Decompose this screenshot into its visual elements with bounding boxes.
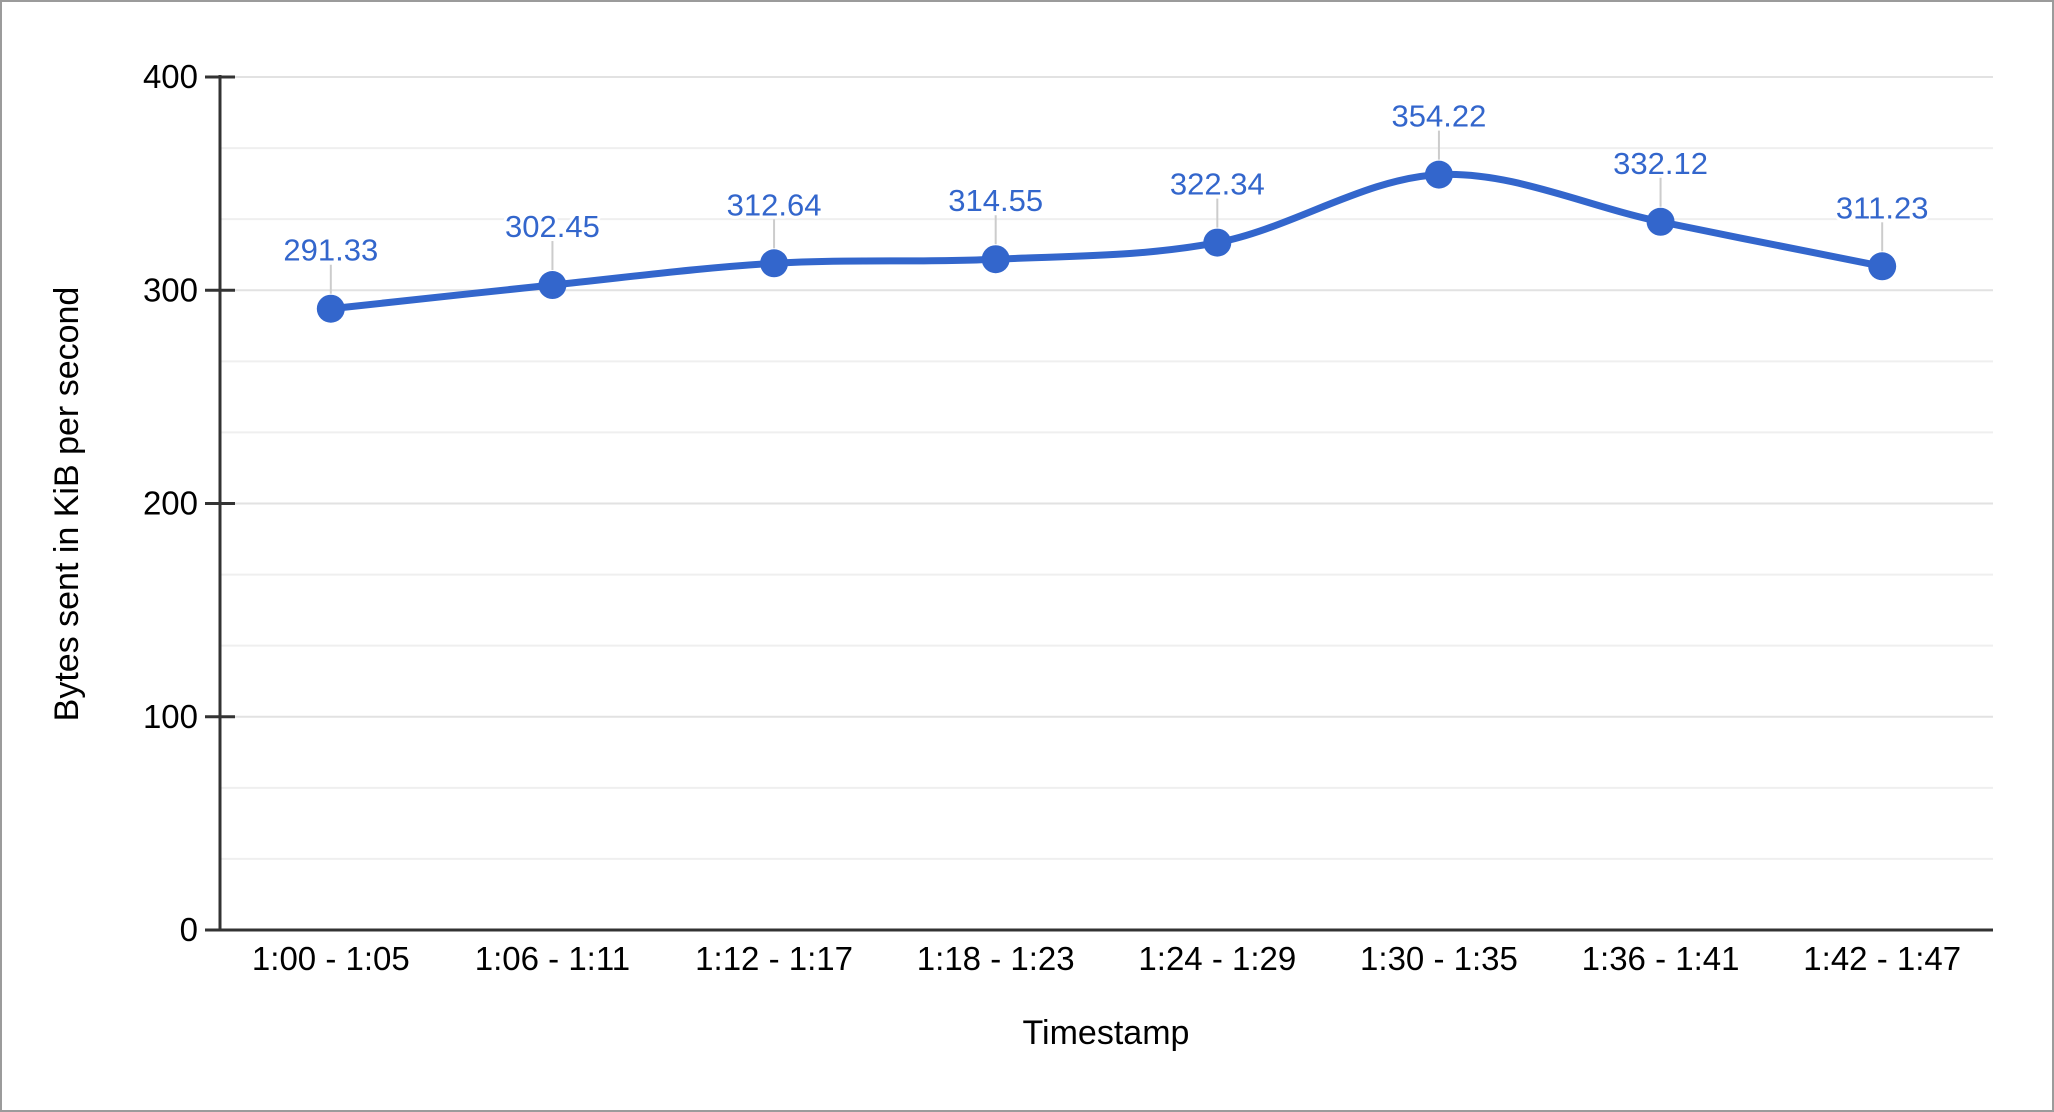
data-point-value-label: 314.55 — [948, 183, 1043, 218]
data-point-marker[interactable] — [316, 294, 345, 323]
data-point-value-label: 354.22 — [1392, 99, 1487, 134]
y-tick-label: 100 — [143, 698, 198, 735]
data-point-value-label: 311.23 — [1836, 190, 1929, 225]
data-point-marker[interactable] — [1646, 207, 1675, 236]
data-point-marker[interactable] — [538, 271, 567, 300]
y-tick-label: 0 — [180, 911, 198, 948]
y-tick-label: 300 — [143, 271, 198, 308]
data-point-marker[interactable] — [1868, 252, 1897, 281]
data-point-value-label: 302.45 — [505, 209, 600, 244]
x-category-label: 1:12 - 1:17 — [695, 940, 853, 977]
y-axis-tick-labels: 0 100 200 300 400 — [143, 58, 198, 948]
data-point-value-label: 312.64 — [727, 187, 822, 222]
data-point-marker[interactable] — [981, 245, 1010, 274]
data-point-marker[interactable] — [1203, 228, 1232, 257]
x-category-label: 1:18 - 1:23 — [917, 940, 1075, 977]
data-point-marker[interactable] — [1424, 160, 1453, 189]
x-category-label: 1:30 - 1:35 — [1360, 940, 1518, 977]
annotation-stems — [329, 130, 1884, 294]
data-point-annotations: 291.33 302.45 312.64 314.55 322.34 354.22 332.… — [280, 96, 1931, 271]
x-category-label: 1:36 - 1:41 — [1582, 940, 1740, 977]
y-tick-label: 200 — [143, 485, 198, 522]
y-axis-title: Bytes sent in KiB per second — [48, 287, 86, 722]
y-tick-label: 400 — [143, 58, 198, 95]
x-category-label: 1:42 - 1:47 — [1803, 940, 1961, 977]
data-points — [316, 160, 1897, 323]
x-axis-title: Timestamp — [1023, 1014, 1190, 1052]
gridlines — [220, 76, 1993, 860]
data-point-value-label: 322.34 — [1170, 167, 1265, 202]
series-line — [327, 170, 1886, 313]
data-point-value-label: 332.12 — [1613, 146, 1708, 181]
x-category-label: 1:00 - 1:05 — [252, 940, 410, 977]
x-category-label: 1:06 - 1:11 — [475, 940, 630, 977]
x-category-label: 1:24 - 1:29 — [1138, 940, 1296, 977]
data-point-value-label: 291.33 — [283, 233, 378, 268]
series-path — [327, 170, 1886, 313]
x-axis-category-labels: 1:00 - 1:05 1:06 - 1:11 1:12 - 1:17 1:18 - … — [252, 940, 1961, 977]
axis-lines — [205, 75, 1993, 932]
data-point-marker[interactable] — [760, 249, 789, 278]
